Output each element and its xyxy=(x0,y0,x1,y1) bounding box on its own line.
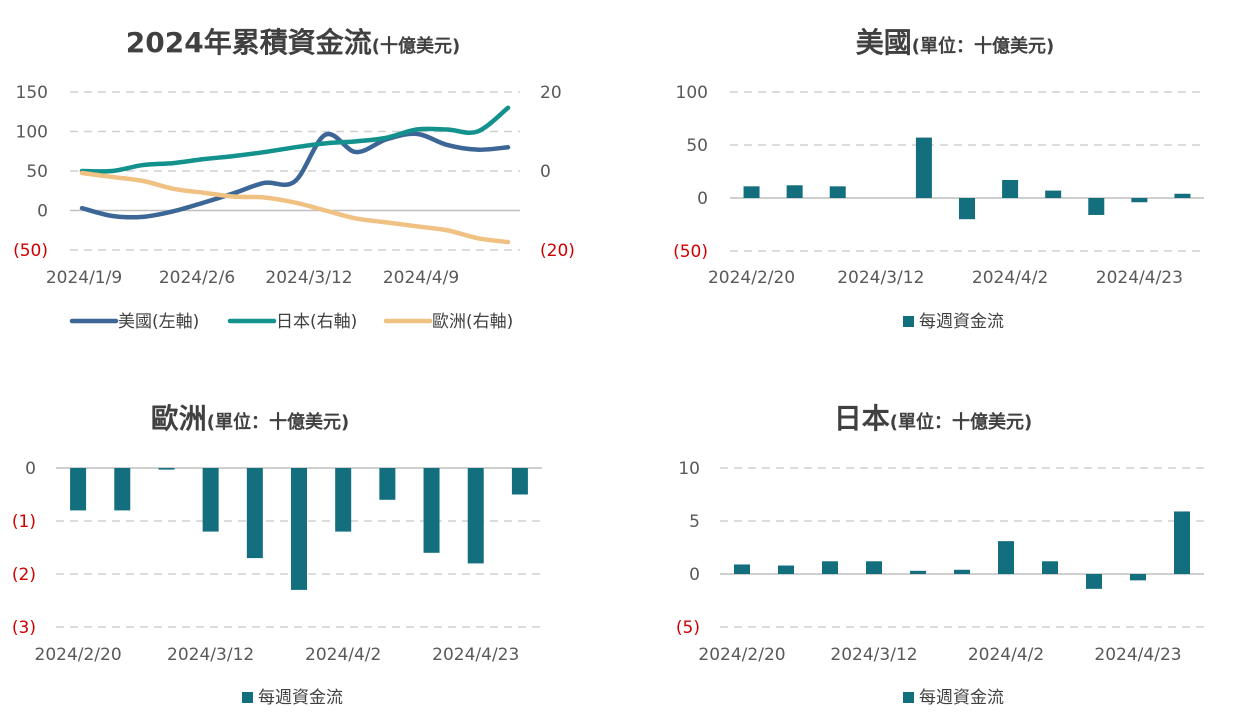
bar xyxy=(114,468,131,511)
bar xyxy=(786,185,803,198)
series-line-europe xyxy=(79,170,511,245)
bar xyxy=(822,561,838,574)
x-tick-label: 2024/2/20 xyxy=(708,268,795,288)
bar xyxy=(734,564,750,574)
x-tick-label: 2024/3/12 xyxy=(265,268,352,288)
bar xyxy=(959,198,975,220)
bar xyxy=(1088,198,1105,215)
us-weekly-flow-chart: 美國(單位：十億美元) 100 50 0 (50)2024/2/20 2024/3/12 2… xyxy=(673,26,1204,332)
bar xyxy=(1130,574,1146,581)
x-tick-label: 2024/3/12 xyxy=(837,268,924,288)
bar xyxy=(866,561,882,574)
bar xyxy=(511,468,528,495)
x-tick-label: 2024/4/2 xyxy=(305,645,381,665)
x-tick-label: 2024/2/20 xyxy=(35,645,122,665)
bar xyxy=(1174,511,1190,574)
bar xyxy=(910,570,926,574)
chart-title: 美國(單位：十億美元) xyxy=(856,26,1054,59)
y-tick-label: 0 xyxy=(689,565,700,585)
y-tick-label: 50 xyxy=(686,136,708,156)
chart-title-unit: (單位：十億美元) xyxy=(207,411,349,433)
legend-label: 日本(右軸) xyxy=(276,312,357,332)
legend-label: 歐洲(右軸) xyxy=(432,312,513,332)
bar xyxy=(246,468,263,559)
series-line-us xyxy=(79,131,511,220)
y-tick-label: 0 xyxy=(25,459,36,479)
x-tick-label: 2024/4/23 xyxy=(1096,268,1183,288)
bar xyxy=(1174,193,1191,198)
y-tick-label: (50) xyxy=(673,242,708,262)
legend-label: 每週資金流 xyxy=(919,312,1004,332)
y-tick-label: 100 xyxy=(676,83,708,103)
legend-swatch xyxy=(903,692,914,703)
x-tick-label: 2024/4/9 xyxy=(383,268,459,288)
chart-title: 歐洲(單位：十億美元) xyxy=(151,402,349,435)
y-tick-label: (1) xyxy=(12,512,36,532)
chart-title-main: 日本 xyxy=(834,402,890,435)
bar xyxy=(467,468,484,564)
y-tick-label: 5 xyxy=(689,512,700,532)
x-tick-label: 2024/4/23 xyxy=(1094,645,1181,665)
y-left-tick-label: 150 xyxy=(16,83,48,103)
bar xyxy=(379,468,396,500)
chart-title-unit: (單位：十億美元) xyxy=(912,35,1054,57)
y-left-tick-label: 0 xyxy=(37,202,48,222)
legend-swatch xyxy=(903,316,914,327)
x-tick-label: 2024/4/2 xyxy=(968,645,1044,665)
x-tick-label: 2024/4/2 xyxy=(972,268,1048,288)
y-left-tick-label: (50) xyxy=(13,241,48,261)
legend-label: 美國(左軸) xyxy=(118,312,199,332)
y-right-tick-label: 20 xyxy=(540,83,562,103)
x-tick-label: 2024/4/23 xyxy=(432,645,519,665)
x-tick-label: 2024/2/6 xyxy=(159,268,235,288)
bar xyxy=(998,541,1014,574)
cumulative-flow-chart: 2024年累積資金流(十億美元) 150 100 50 0 (50) 20 0 (20) 2024… xyxy=(13,26,575,332)
series-line-japan xyxy=(79,105,511,174)
y-tick-label: 0 xyxy=(697,189,708,209)
bar xyxy=(1131,198,1148,203)
bar xyxy=(829,186,846,198)
legend-label: 每週資金流 xyxy=(258,688,343,708)
chart-title-main: 歐洲 xyxy=(151,402,207,435)
chart-title: 2024年累積資金流(十億美元) xyxy=(126,26,460,59)
x-tick-label: 2024/3/12 xyxy=(167,645,254,665)
chart-title-unit: (單位：十億美元) xyxy=(890,411,1032,433)
bar xyxy=(1045,190,1062,198)
x-tick-label: 2024/2/20 xyxy=(698,645,785,665)
y-tick-label: (3) xyxy=(12,618,36,638)
chart-title: 日本(單位：十億美元) xyxy=(834,402,1032,435)
y-left-tick-label: 50 xyxy=(26,162,48,182)
chart-title-main: 2024年累積資金流 xyxy=(126,26,372,59)
legend-swatch xyxy=(242,692,253,703)
bar xyxy=(70,468,87,511)
y-right-tick-label: (20) xyxy=(540,241,575,261)
y-left-tick-label: 100 xyxy=(16,123,48,143)
bar xyxy=(158,468,175,470)
y-right-tick-label: 0 xyxy=(540,162,551,182)
legend-label: 每週資金流 xyxy=(919,688,1004,708)
bar xyxy=(291,468,307,590)
bar xyxy=(1042,561,1058,574)
bar xyxy=(778,565,794,574)
y-tick-label: 10 xyxy=(678,459,700,479)
x-tick-label: 2024/3/12 xyxy=(830,645,917,665)
y-tick-label: (5) xyxy=(676,618,700,638)
bar xyxy=(1002,179,1019,198)
bar xyxy=(423,468,440,553)
chart-title-unit: (十億美元) xyxy=(372,35,460,57)
bar xyxy=(915,137,932,198)
bar xyxy=(954,569,970,574)
bar xyxy=(743,186,760,198)
europe-weekly-flow-chart: 歐洲(單位：十億美元) 0 (1) (2) (3) 2024/2/20 2024/3/12 2… xyxy=(12,402,542,708)
bar xyxy=(202,468,219,532)
y-tick-label: (2) xyxy=(12,565,36,585)
bar xyxy=(1086,574,1102,589)
chart-title-main: 美國 xyxy=(856,26,912,59)
japan-weekly-flow-chart: 日本(單位：十億美元) 10 5 0 (5) 2024/2/20 2024/3/12 2024… xyxy=(676,402,1204,708)
x-tick-label: 2024/1/9 xyxy=(46,268,122,288)
bar xyxy=(335,468,352,532)
